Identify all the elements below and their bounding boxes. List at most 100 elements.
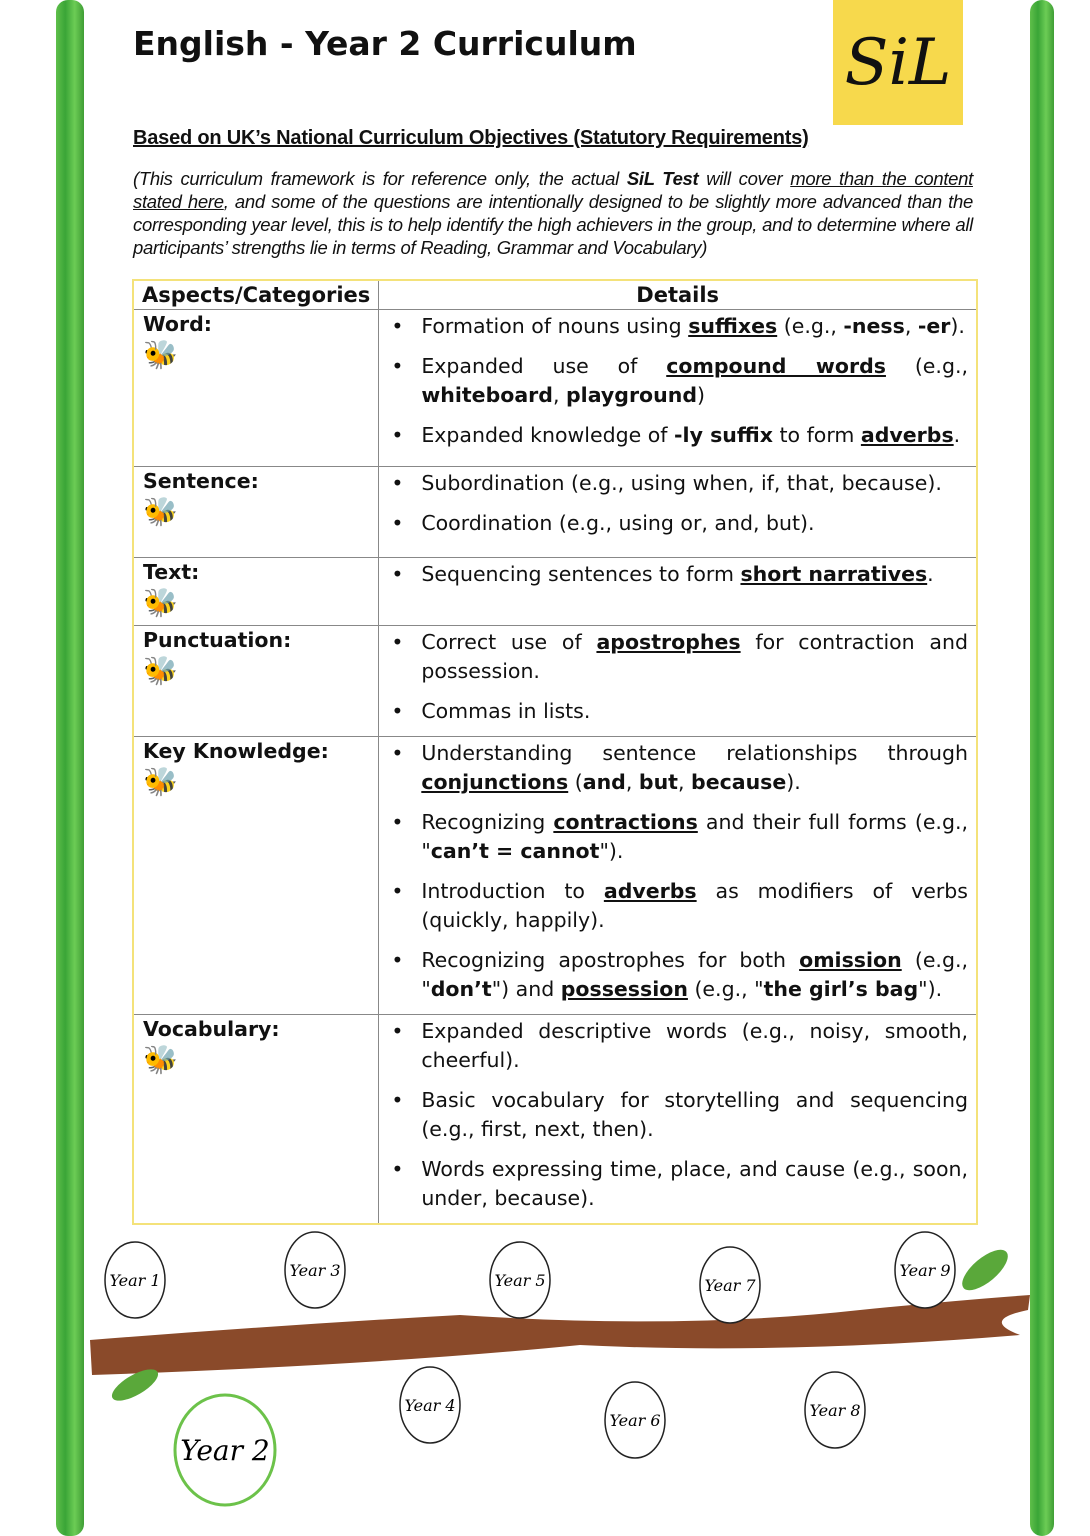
left-vine-border (56, 0, 84, 1536)
text-segment: . (927, 562, 934, 586)
text-segment: ). (950, 314, 965, 338)
category-cell: Key Knowledge: 🐝 (132, 736, 380, 1015)
intro-text: , and some of the questions are intentio… (133, 191, 974, 258)
category-label: Key Knowledge: (143, 739, 329, 763)
category-label: Punctuation: (143, 628, 292, 652)
page-title: English - Year 2 Curriculum (133, 24, 637, 63)
year-label: Year 6 (609, 1411, 660, 1430)
text-segment: "). (918, 977, 943, 1001)
table-row: Text:🐝 Sequencing sentences to form short… (132, 557, 978, 626)
header-details: Details (378, 279, 978, 310)
details-cell: Formation of nouns using suffixes (e.g.,… (378, 309, 978, 467)
list-item: Commas in lists. (391, 697, 968, 726)
year-label: Year 5 (494, 1271, 545, 1290)
text-segment: playground (566, 383, 697, 407)
text-segment: "). (599, 839, 624, 863)
text-segment: and (582, 770, 626, 794)
text-segment: ). (786, 770, 801, 794)
text-segment: ( (568, 770, 583, 794)
text-segment: Expanded knowledge of (421, 423, 675, 447)
year-leaf[interactable]: Year 7 (699, 1246, 761, 1324)
header-aspects: Aspects/Categories (132, 279, 380, 310)
year-leaf[interactable]: Year 1 (104, 1241, 166, 1319)
category-label: Vocabulary: (143, 1017, 280, 1041)
text-segment: Words expressing time, place, and cause … (421, 1157, 968, 1210)
details-list: Sequencing sentences to form short narra… (391, 560, 968, 589)
list-item: Correct use of apostrophes for contracti… (391, 628, 968, 686)
year-leaf[interactable]: Year 4 (399, 1366, 461, 1444)
year-leaf[interactable]: Year 5 (489, 1241, 551, 1319)
text-segment: -ness (843, 314, 905, 338)
text-segment: , (904, 314, 918, 338)
text-segment: Recognizing apostrophes for both (421, 948, 800, 972)
text-segment: ") and (491, 977, 561, 1001)
text-segment: for contraction and possession. (421, 630, 968, 683)
text-segment: Formation of nouns using (421, 314, 689, 338)
text-segment: but (638, 770, 678, 794)
list-item: Formation of nouns using suffixes (e.g.,… (391, 312, 968, 341)
text-segment: (e.g., (777, 314, 844, 338)
text-segment: . (953, 423, 961, 447)
year-leaf[interactable]: Year 6 (604, 1381, 666, 1459)
category-cell: Punctuation: 🐝 (132, 625, 380, 737)
text-segment: adverbs (860, 423, 954, 447)
details-list: Formation of nouns using suffixes (e.g.,… (391, 312, 968, 450)
bee-icon: 🐝 (143, 654, 178, 687)
year-label: Year 2 (180, 1434, 269, 1467)
text-segment: Expanded descriptive words (e.g., noisy,… (421, 1019, 968, 1072)
text-segment: Sequencing sentences to form (421, 562, 741, 586)
text-segment: , (552, 383, 566, 407)
table-row: Vocabulary:🐝 Expanded descriptive words (… (132, 1014, 978, 1225)
text-segment: Coordination (e.g., using or, and, but). (421, 511, 815, 535)
text-segment: (e.g., " (421, 948, 968, 1001)
details-list: Correct use of apostrophes for contracti… (391, 628, 968, 726)
year-leaf[interactable]: Year 2 (173, 1393, 277, 1507)
table-row: Sentence:🐝 Subordination (e.g., using whe… (132, 466, 978, 558)
text-segment: the girl’s bag (763, 977, 919, 1001)
text-segment: suffixes (688, 314, 778, 338)
text-segment: Subordination (e.g., using when, if, tha… (421, 471, 942, 495)
text-segment: , (625, 770, 639, 794)
bee-icon: 🐝 (143, 586, 178, 619)
year-label: Year 4 (404, 1396, 455, 1415)
details-cell: Subordination (e.g., using when, if, tha… (378, 466, 978, 558)
bee-icon: 🐝 (143, 765, 178, 798)
text-segment: Introduction to (421, 879, 604, 903)
text-segment: -er (917, 314, 951, 338)
leaf-decoration (962, 1249, 1008, 1291)
right-vine-border (1030, 0, 1054, 1536)
year-label: Year 8 (809, 1401, 860, 1420)
text-segment: as modifiers of verbs (quickly, happily)… (421, 879, 968, 932)
text-segment: Recognizing (421, 810, 554, 834)
table-row: Word:🐝 Formation of nouns using suffixes … (132, 309, 978, 467)
text-segment: whiteboard (421, 383, 553, 407)
list-item: Subordination (e.g., using when, if, tha… (391, 469, 968, 498)
text-segment: apostrophes (596, 630, 741, 654)
details-cell: Correct use of apostrophes for contracti… (378, 625, 978, 737)
text-segment: Understanding sentence relationships thr… (421, 741, 968, 765)
curriculum-table: Aspects/Categories Details Word:🐝Formati… (132, 279, 978, 1225)
year-leaf[interactable]: Year 8 (804, 1371, 866, 1449)
list-item: Sequencing sentences to form short narra… (391, 560, 968, 589)
category-cell: Text: 🐝 (132, 557, 380, 626)
text-segment: , (677, 770, 692, 794)
list-item: Recognizing contractions and their full … (391, 808, 968, 866)
branch (90, 1295, 1030, 1375)
year-leaf[interactable]: Year 9 (894, 1231, 956, 1309)
text-segment: short narratives (740, 562, 928, 586)
year-label: Year 3 (289, 1261, 340, 1280)
list-item: Expanded descriptive words (e.g., noisy,… (391, 1017, 968, 1075)
table-row: Punctuation:🐝Correct use of apostrophes … (132, 625, 978, 737)
year-label: Year 9 (899, 1261, 950, 1280)
year-timeline: Year 1 Year 2 Year 3 Year 4 Year 5 Year 6 Year… (90, 1231, 1030, 1507)
intro-bold: SiL Test (626, 168, 699, 189)
text-segment: Basic vocabulary for storytelling and se… (421, 1088, 968, 1141)
intro-underline: more than the content stated here (133, 168, 973, 212)
year-label: Year 7 (704, 1276, 756, 1295)
list-item: Words expressing time, place, and cause … (391, 1155, 968, 1213)
text-segment: omission (799, 948, 902, 972)
text-segment: contractions (553, 810, 698, 834)
category-label: Word: (143, 312, 212, 336)
year-leaf[interactable]: Year 3 (284, 1231, 346, 1309)
intro-text: (This curriculum framework is for refere… (133, 168, 627, 189)
